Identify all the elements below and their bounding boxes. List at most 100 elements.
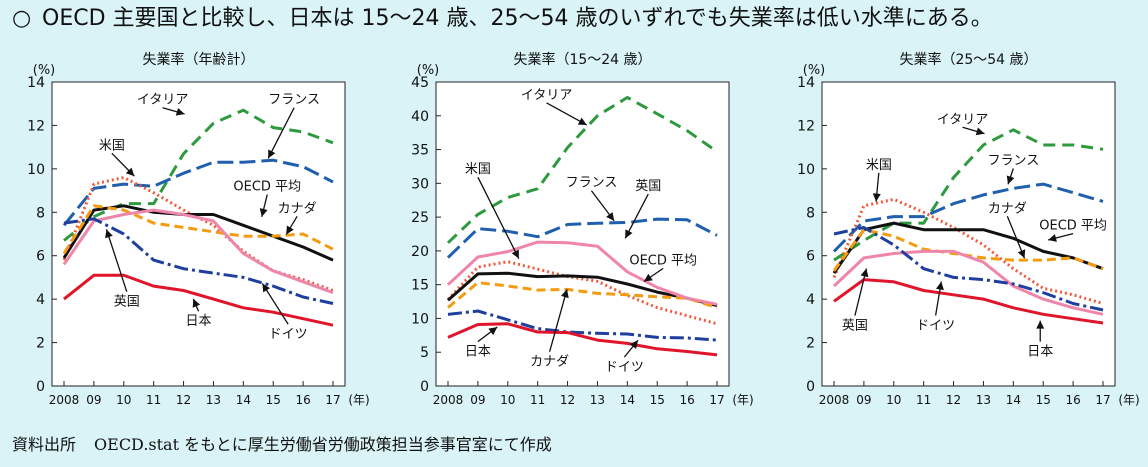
source-text: OECD.stat をもとに厚生労働省労働政策担当参事官室にて作成	[94, 435, 552, 454]
y-tick-label: 2	[36, 336, 45, 352]
chart-panel-youth: 失業率（15～24 歳） (%) 0 5 10 15 20 25 30 35 40 45 2008 09 1…	[384, 40, 756, 432]
y-tick-label: 15	[411, 278, 429, 294]
series-label: ドイツ	[605, 360, 644, 375]
arrow-head-icon	[1006, 175, 1015, 185]
series-line	[833, 128, 1104, 262]
x-tick-label: 15	[650, 393, 665, 407]
arrow-head-icon	[625, 229, 633, 239]
x-tick-label: 15	[1036, 393, 1051, 407]
x-tick-label: 13	[590, 393, 605, 407]
arrow-head-icon	[1017, 249, 1026, 259]
label-arrow	[548, 289, 568, 352]
x-tick-label: 14	[236, 393, 251, 407]
series-label: ドイツ	[269, 327, 308, 342]
y-tick-label: 4	[806, 292, 815, 308]
y-axis-unit: (%)	[803, 63, 826, 78]
headline: ○ OECD 主要国と比較し、日本は 15～24 歳、25～54 歳のいずれでも失…	[12, 4, 993, 34]
x-tick-label: 12	[946, 393, 961, 407]
series-line	[62, 176, 334, 292]
arrow-head-icon	[975, 127, 985, 136]
series-line	[62, 158, 334, 227]
x-tick-label: 17	[325, 393, 340, 407]
x-tick-label: 10	[500, 393, 515, 407]
y-tick-label: 0	[36, 379, 45, 395]
series-label: フランス	[566, 176, 618, 191]
series-line	[832, 221, 1104, 274]
y-tick-label: 2	[806, 336, 815, 352]
arrow-head-icon	[643, 273, 653, 282]
x-tick-label: 2008	[433, 393, 464, 407]
x-axis-unit: (年)	[348, 393, 369, 407]
plot-area	[821, 81, 1116, 387]
series-line	[446, 217, 718, 259]
series-label: ドイツ	[916, 319, 955, 334]
y-tick-label: 35	[411, 143, 429, 159]
arrow-head-icon	[577, 117, 587, 125]
chart-total-unemployment: 失業率（年齢計） (%) 0 2 4 6 8 10 12 14 2008 09 10 11 12 13 14 15…	[27, 51, 370, 407]
arrow-head-icon	[262, 283, 270, 293]
x-tick-label: 16	[295, 393, 310, 407]
x-tick-label: 11	[146, 393, 161, 407]
x-tick-label: 15	[266, 393, 281, 407]
series-label: イタリア	[137, 93, 188, 108]
series-line	[446, 240, 718, 306]
arrow-head-icon	[125, 167, 135, 177]
arrow-head-icon	[606, 212, 615, 221]
arrow-head-icon	[105, 229, 113, 239]
x-tick-label: 14	[1006, 393, 1021, 407]
series-label: 米国	[465, 162, 491, 177]
source-label: 資料出所	[12, 435, 77, 454]
series-line	[832, 182, 1104, 253]
y-tick-label: 10	[27, 162, 45, 178]
arrow-head-icon	[259, 208, 268, 217]
series-line	[832, 197, 1104, 305]
x-tick-label: 10	[886, 393, 901, 407]
y-tick-label: 14	[797, 75, 815, 91]
series-label: カナダ	[278, 201, 317, 216]
x-tick-label: 16	[1065, 393, 1080, 407]
chart-panel-total: 失業率（年齢計） (%) 0 2 4 6 8 10 12 14 2008 09 10 11 12 13 14 15…	[0, 40, 372, 432]
series-line	[447, 281, 718, 310]
series-line	[63, 273, 334, 327]
chart-title: 失業率（年齢計）	[143, 51, 255, 68]
x-tick-label: 12	[176, 393, 191, 407]
chart-prime-age-unemployment: 失業率（25～54 歳） (%) 0 2 4 6 8 10 12 14 2008 09 10 11 12 13…	[797, 51, 1140, 407]
series-line	[447, 309, 718, 342]
arrow-head-icon	[872, 193, 881, 202]
label-arrow	[261, 283, 289, 325]
y-tick-label: 10	[797, 162, 815, 178]
y-tick-label: 25	[411, 210, 429, 226]
series-label: フランス	[268, 93, 320, 108]
x-tick-label: 12	[560, 393, 575, 407]
series-line	[63, 108, 334, 242]
y-tick-label: 0	[806, 379, 815, 395]
series-line	[62, 208, 334, 295]
arrow-head-icon	[561, 289, 569, 299]
arrow-head-icon	[511, 249, 519, 259]
plot-area	[51, 81, 346, 387]
series-label: イタリア	[937, 112, 988, 127]
x-tick-label: 09	[856, 393, 871, 407]
series-label: 米国	[866, 158, 892, 173]
series-line	[833, 278, 1104, 325]
series-label: イタリア	[521, 88, 572, 103]
y-tick-label: 6	[36, 249, 45, 265]
arrow-head-icon	[1036, 320, 1045, 329]
y-tick-label: 12	[797, 118, 815, 134]
series-label: OECD 平均	[233, 180, 301, 195]
x-axis-unit: (年)	[1118, 393, 1139, 407]
series-line	[447, 322, 718, 357]
series-label: 日本	[465, 345, 491, 360]
series-label: OECD 平均	[1039, 219, 1107, 234]
arrow-head-icon	[1048, 234, 1057, 242]
series-label: カナダ	[530, 355, 569, 370]
y-axis-unit: (%)	[417, 63, 440, 78]
arrow-head-icon	[936, 281, 944, 291]
x-tick-label: 11	[916, 393, 931, 407]
y-tick-label: 5	[420, 345, 429, 361]
label-arrow	[105, 229, 128, 292]
label-arrow	[624, 193, 649, 239]
y-tick-label: 45	[411, 75, 429, 91]
label-arrow	[267, 107, 295, 159]
x-tick-label: 11	[530, 393, 545, 407]
